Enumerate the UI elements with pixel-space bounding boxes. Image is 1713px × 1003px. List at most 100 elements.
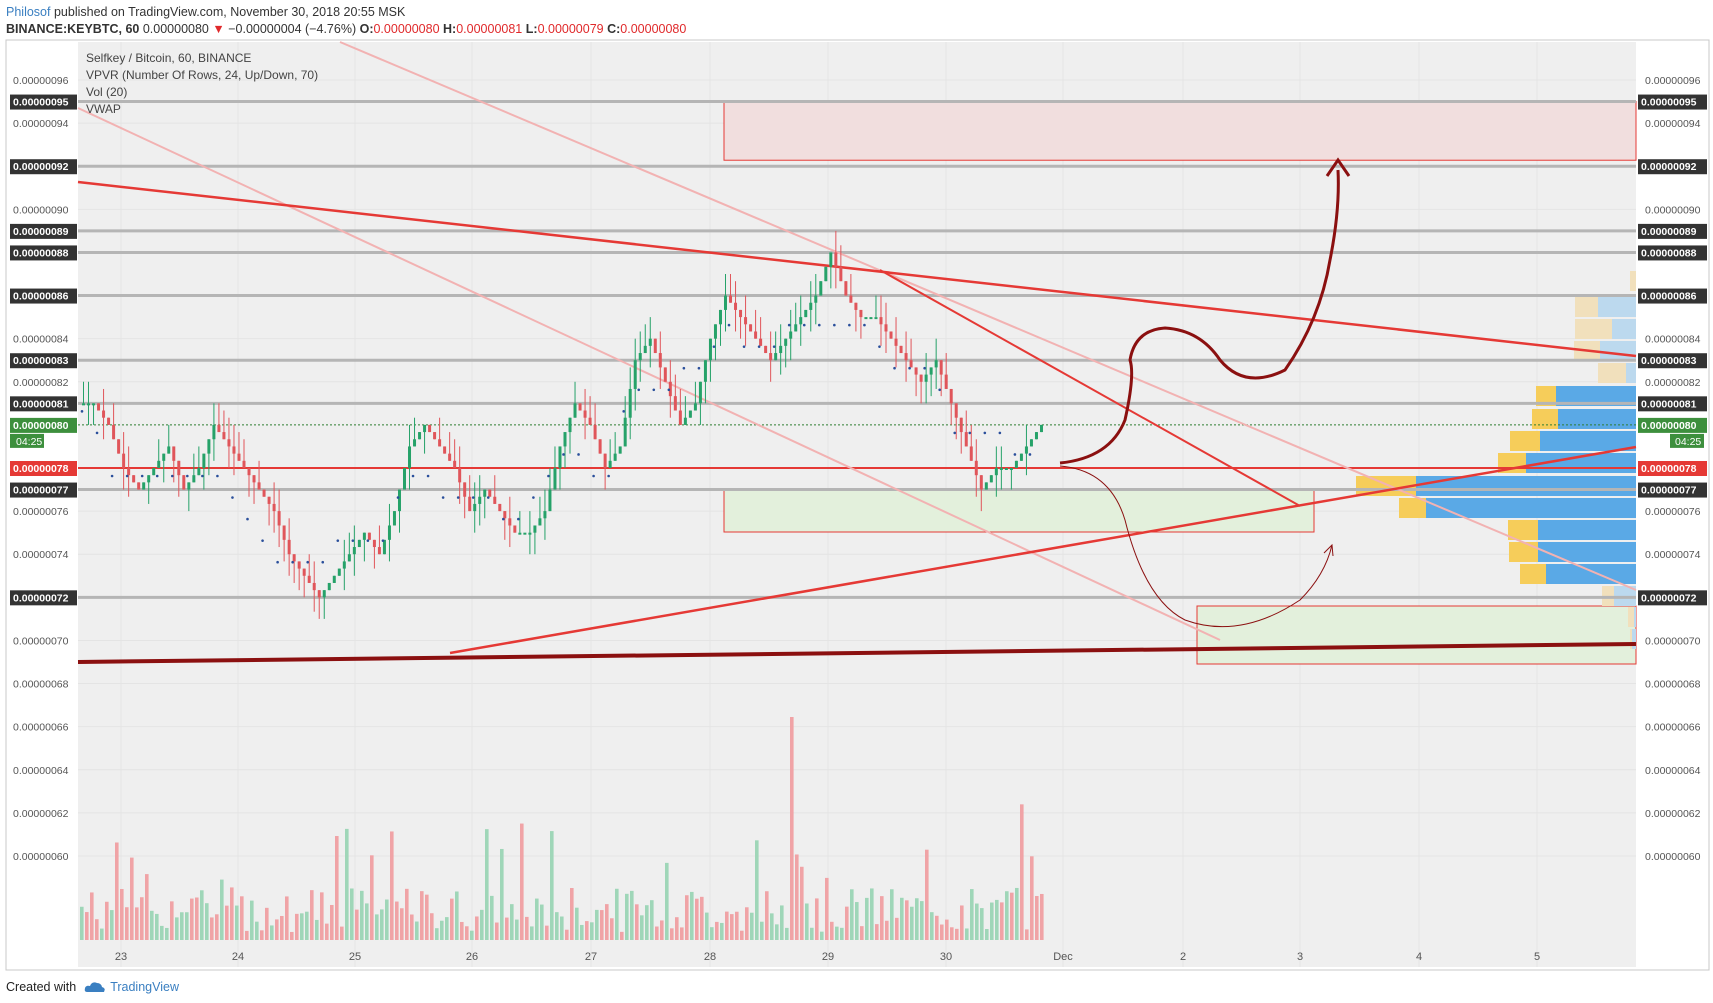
- candle-body: [969, 446, 973, 461]
- candle-body: [172, 446, 176, 461]
- candle-body: [217, 424, 221, 433]
- level-badge: [10, 223, 77, 239]
- level-label: 0.00000077: [13, 485, 69, 497]
- vpvr-down-bar: [1532, 409, 1558, 429]
- volume-bar: [360, 890, 364, 940]
- candle-body: [272, 503, 276, 512]
- vpvr-up-bar: [1538, 542, 1636, 562]
- volume-bar: [930, 912, 934, 940]
- candle-body: [503, 511, 507, 519]
- vwap-dot: [261, 539, 264, 542]
- candle-body: [332, 575, 336, 583]
- candle-body: [107, 417, 111, 425]
- volume-bar: [730, 914, 734, 940]
- volume-bar: [660, 920, 664, 940]
- vwap-dot: [667, 388, 671, 392]
- candle-body: [708, 338, 712, 361]
- vwap-dot: [577, 453, 580, 456]
- vpvr-up-bar: [1546, 564, 1636, 584]
- candle-body: [974, 460, 978, 476]
- countdown-label: 04:25: [16, 436, 42, 448]
- x-tick-label: 3: [1297, 951, 1303, 963]
- volume-bar: [315, 919, 319, 940]
- right-price-axis: 0.00000096 0.00000094 0.00000090 0.00000084…: [1638, 75, 1707, 863]
- x-tick-label: 26: [466, 951, 478, 963]
- candle-body: [959, 417, 963, 433]
- base-trendline: [77, 642, 1637, 664]
- tradingview-logo[interactable]: TradingView: [84, 980, 179, 994]
- volume-bar: [675, 917, 679, 940]
- low-label: L:: [525, 22, 538, 36]
- volume-bar: [445, 917, 449, 940]
- candle-body: [533, 525, 537, 533]
- candle-body: [583, 410, 587, 418]
- vwap-dots: [80, 323, 1032, 564]
- candle-body: [683, 417, 687, 425]
- volume-bar: [980, 908, 984, 940]
- volume-bar: [1040, 893, 1044, 940]
- y-tick-label: 0.00000096: [1645, 75, 1701, 87]
- volume-bar: [680, 927, 684, 940]
- candle-body: [1004, 468, 1008, 470]
- volume-bar: [235, 905, 239, 940]
- volume-bar: [185, 912, 189, 940]
- volume-bar: [245, 930, 249, 940]
- candle-body: [839, 266, 843, 282]
- volume-bar: [330, 904, 334, 940]
- open-value: 0.00000080: [373, 22, 440, 36]
- candle-body: [799, 317, 803, 325]
- volume-bar: [205, 903, 209, 940]
- volume-bar: [645, 905, 649, 940]
- volume-bar: [745, 907, 749, 940]
- candle-body: [729, 295, 733, 303]
- volume-bar: [485, 829, 489, 940]
- volume-bar: [265, 907, 269, 940]
- candle-body: [463, 482, 467, 497]
- volume-bar: [790, 717, 794, 940]
- volume-bar: [710, 927, 714, 940]
- volume-bar: [290, 931, 294, 940]
- candle-body: [498, 503, 502, 512]
- volume-bar: [640, 915, 644, 940]
- volume-bar: [820, 931, 824, 940]
- vwap-dot: [201, 474, 204, 478]
- candle-body: [603, 453, 607, 468]
- volume-bar: [800, 866, 804, 940]
- vpvr-up-bar: [1612, 319, 1636, 339]
- volume-bar: [215, 914, 219, 940]
- candle-body: [909, 360, 913, 368]
- candle-body: [759, 338, 763, 346]
- candle-body: [698, 381, 702, 404]
- candle-body: [724, 295, 727, 310]
- volume-bar: [500, 848, 504, 940]
- y-tick-label: 0.00000094: [1645, 118, 1701, 130]
- volume-bar: [945, 919, 949, 940]
- volume-bar: [535, 898, 539, 940]
- volume-bar: [995, 899, 999, 940]
- volume-bar: [985, 929, 989, 940]
- candle-body: [282, 525, 286, 540]
- volume-bar: [435, 928, 439, 940]
- vwap-dot: [276, 560, 279, 564]
- candle-body: [568, 417, 572, 433]
- volume-bar: [740, 930, 744, 940]
- y-tick-label: 0.00000076: [1645, 506, 1701, 518]
- candle-body: [372, 539, 376, 548]
- volume-bar: [590, 922, 594, 940]
- vpvr-down-bar: [1508, 520, 1538, 540]
- candle-body: [1009, 468, 1013, 470]
- candle-body: [578, 403, 582, 411]
- author-link[interactable]: Philosof: [6, 5, 51, 19]
- y-tick-label: 0.00000084: [13, 334, 69, 346]
- x-tick-label: 4: [1416, 951, 1422, 963]
- volume-bar: [880, 896, 884, 940]
- candle-body: [713, 324, 717, 339]
- volume-bar: [775, 924, 779, 940]
- close-label: C:: [607, 22, 621, 36]
- candle-body: [147, 475, 151, 483]
- candle-body: [182, 475, 186, 490]
- vwap-dot: [953, 431, 957, 435]
- current-price-label: 0.00000080: [1641, 420, 1697, 432]
- candle-body: [247, 468, 251, 476]
